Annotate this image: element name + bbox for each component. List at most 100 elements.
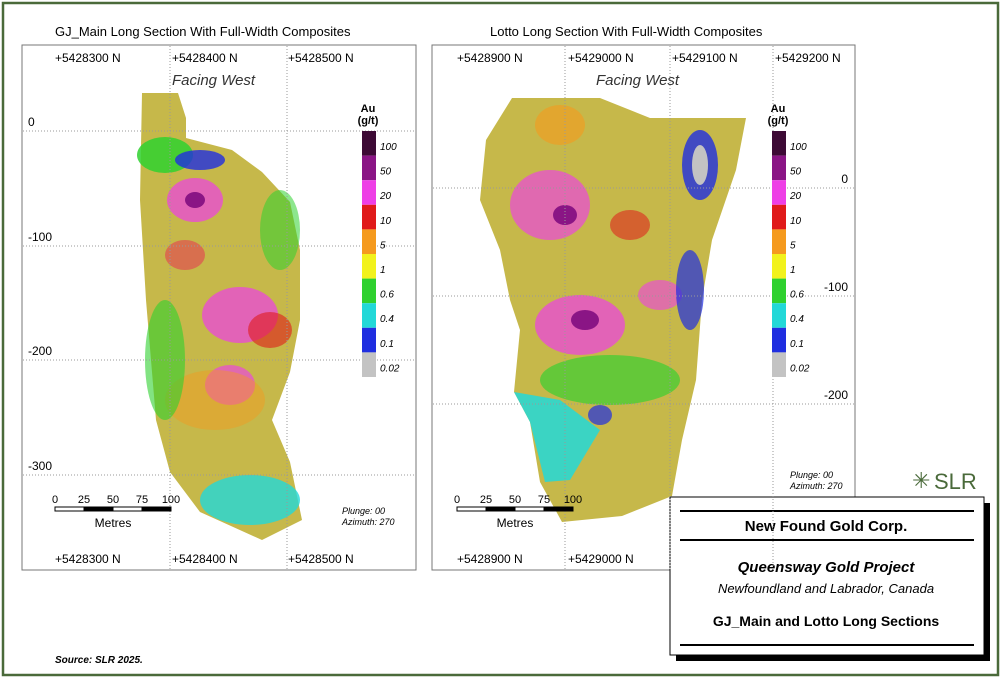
scale-segment: [456, 506, 487, 512]
legend-swatch: [362, 204, 376, 230]
legend-swatch: [772, 278, 786, 304]
legend-swatch: [772, 303, 786, 328]
figure-title: GJ_Main and Lotto Long Sections: [713, 613, 940, 629]
elevation-label: -300: [28, 459, 52, 473]
scale-tick: 25: [78, 494, 90, 506]
elevation-label: 0: [28, 115, 35, 129]
legend-swatch: [772, 180, 786, 205]
scale-tick: 100: [564, 494, 582, 506]
legend-swatch: [772, 254, 786, 279]
scale-tick: 50: [509, 494, 521, 506]
legend-swatch: [362, 254, 376, 279]
facing: Facing West: [172, 72, 256, 89]
easting-label: +5428300 N: [55, 51, 121, 65]
legend-swatch: [362, 303, 376, 328]
scale-tick: 75: [136, 494, 148, 506]
legend-title: Au: [771, 103, 786, 115]
easting-label: +5428400 N: [172, 51, 238, 65]
legend-label: 100: [380, 142, 397, 153]
scale-tick: 0: [454, 494, 460, 506]
elevation-label: -100: [28, 230, 52, 244]
easting-label: +5428400 N: [172, 552, 238, 566]
scale-tick: 50: [107, 494, 119, 506]
legend-swatch: [772, 204, 786, 230]
panel-title: GJ_Main Long Section With Full-Width Com…: [55, 24, 351, 39]
legend-swatch: [362, 155, 376, 181]
legend-swatch: [362, 131, 376, 156]
legend-label: 0.02: [380, 363, 400, 374]
project: Queensway Gold Project: [738, 559, 916, 576]
easting-label: +5428300 N: [55, 552, 121, 566]
easting-label: +5428900 N: [457, 552, 523, 566]
legend-label: 1: [790, 265, 796, 276]
scale-tick: 100: [162, 494, 180, 506]
scale-segment: [485, 506, 516, 512]
gj-main-section: [137, 93, 302, 540]
legend-label: 0.6: [380, 290, 394, 301]
legend-label: 0.4: [790, 314, 804, 325]
easting-label: +5428500 N: [288, 51, 354, 65]
legend-label: 50: [380, 167, 392, 178]
logo: SLR: [934, 469, 977, 494]
legend-swatch: [772, 155, 786, 181]
logo-mark: ✳: [912, 468, 930, 493]
legend-label: 50: [790, 167, 802, 178]
legend-label: 0.6: [790, 290, 804, 301]
scale-tick: 25: [480, 494, 492, 506]
legend-label: 0.4: [380, 314, 394, 325]
easting-label: +5428500 N: [288, 552, 354, 566]
legend-label: 10: [790, 216, 802, 227]
scale-tick: 0: [52, 494, 58, 506]
title-block: New Found Gold Corp. Queensway Gold Proj…: [669, 496, 990, 661]
legend-swatch: [772, 131, 786, 156]
legend-label: 5: [380, 240, 386, 251]
easting-label: +5428900 N: [457, 51, 523, 65]
scale-tick: 75: [538, 494, 550, 506]
legend-label: 0.1: [790, 339, 804, 350]
legend-swatch: [772, 229, 786, 254]
legend-label: 0.1: [380, 339, 394, 350]
scale-segment: [543, 506, 574, 512]
easting-label: +5429200 N: [775, 51, 841, 65]
scale-segment: [112, 506, 143, 512]
legend-label: 20: [789, 191, 802, 202]
legend-unit: (g/t): [768, 115, 789, 127]
legend-swatch: [362, 278, 376, 304]
legend-label: 5: [790, 240, 796, 251]
legend-label: 10: [380, 216, 392, 227]
legend-label: 1: [380, 265, 386, 276]
easting-label: +5429100 N: [672, 51, 738, 65]
azimuth: Azimuth: 270: [789, 481, 843, 491]
legend-swatch: [772, 352, 786, 377]
lotto-section: [480, 98, 746, 522]
scale-segment: [54, 506, 85, 512]
legend-swatch: [362, 352, 376, 377]
plunge: Plunge: 00: [790, 470, 833, 480]
elevation-label: 0: [841, 172, 848, 186]
plunge: Plunge: 00: [342, 506, 385, 516]
easting-label: +5429000 N: [568, 51, 634, 65]
elevation-label: -200: [824, 388, 848, 402]
legend-unit: (g/t): [358, 115, 379, 127]
legend-swatch: [772, 327, 786, 353]
legend-swatch: [362, 180, 376, 205]
elevation-label: -100: [824, 280, 848, 294]
location: Newfoundland and Labrador, Canada: [718, 581, 934, 596]
legend-label: 20: [379, 191, 392, 202]
scale-segment: [514, 506, 545, 512]
panel-title: Lotto Long Section With Full-Width Compo…: [490, 24, 763, 39]
legend-swatch: [362, 327, 376, 353]
elevation-label: -200: [28, 344, 52, 358]
legend-swatch: [362, 229, 376, 254]
legend-title: Au: [361, 103, 376, 115]
scale-unit: Metres: [497, 516, 534, 530]
legend-label: 0.02: [790, 363, 810, 374]
scale-unit: Metres: [95, 516, 132, 530]
azimuth: Azimuth: 270: [341, 517, 395, 527]
scale-segment: [141, 506, 172, 512]
legend-label: 100: [790, 142, 807, 153]
facing: Facing West: [596, 72, 680, 89]
easting-label: +5429000 N: [568, 552, 634, 566]
